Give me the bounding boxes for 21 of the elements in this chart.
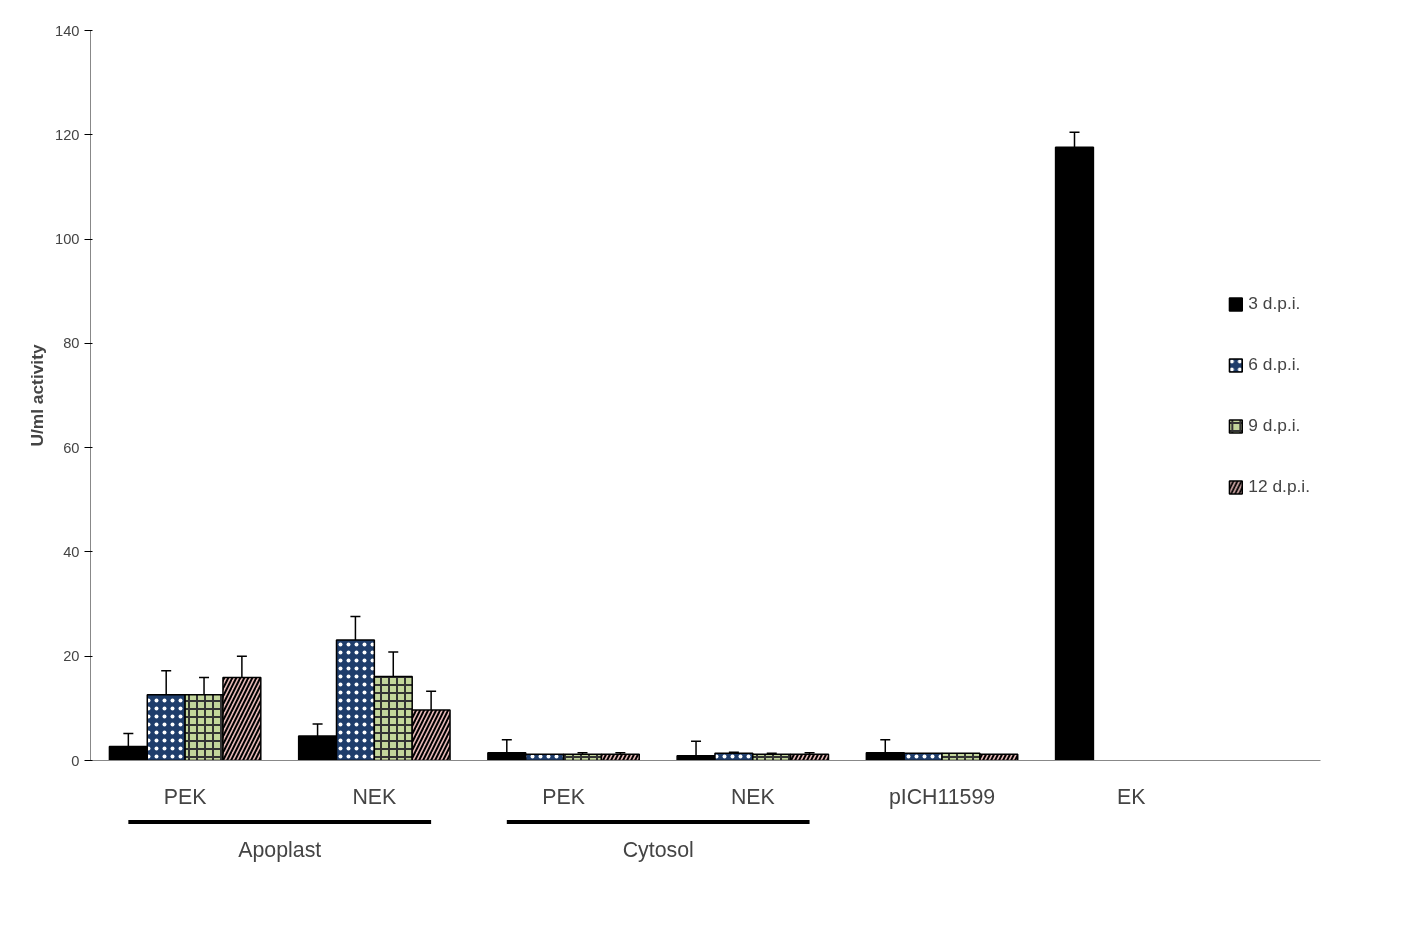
- y-tick-label: 40: [63, 543, 80, 560]
- legend-label: 12 d.p.i.: [1248, 476, 1310, 497]
- text: Cytosol: [622, 838, 694, 862]
- text: Apoplast: [238, 838, 322, 862]
- x-tick-label: pICH11599: [888, 784, 996, 809]
- y-tick-label: 60: [63, 439, 80, 456]
- y-axis-title: U/ml activity: [27, 344, 48, 447]
- y-tick-label: 100: [55, 231, 80, 248]
- x-tick-label: PEK: [542, 784, 585, 809]
- y-tick-label: 80: [63, 335, 80, 352]
- x-tick-label: PEK: [163, 784, 207, 809]
- y-tick-label: 0: [71, 752, 80, 769]
- legend-label: 9 d.p.i.: [1248, 415, 1301, 436]
- y-tick-label: 20: [63, 648, 80, 665]
- legend-label: 6 d.p.i.: [1248, 354, 1301, 375]
- x-tick-label: NEK: [352, 784, 397, 809]
- legend-label: 3 d.p.i.: [1248, 293, 1301, 314]
- x-tick-label: EK: [1117, 784, 1146, 809]
- y-tick-label: 140: [55, 22, 80, 39]
- x-tick-label: NEK: [730, 784, 775, 809]
- y-tick-label: 120: [55, 126, 80, 143]
